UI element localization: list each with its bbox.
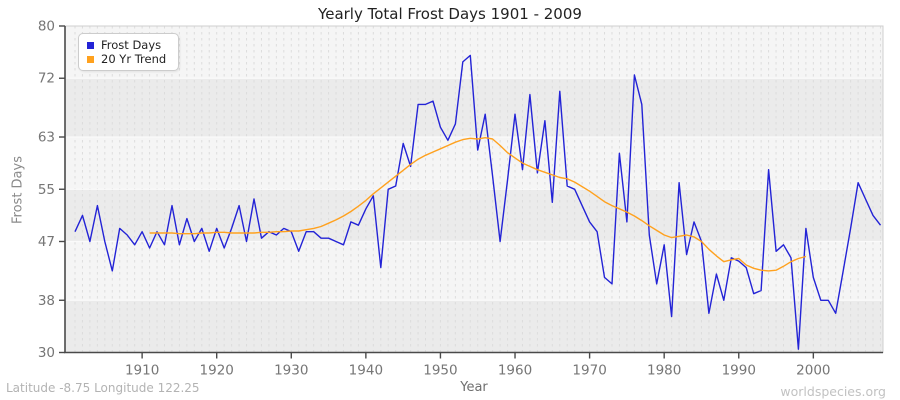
svg-text:1940: 1940 <box>349 363 383 379</box>
svg-text:1960: 1960 <box>498 363 532 379</box>
svg-text:63: 63 <box>38 130 55 146</box>
watermark: worldspecies.org <box>780 384 886 399</box>
svg-text:38: 38 <box>38 293 55 309</box>
svg-text:72: 72 <box>38 71 55 87</box>
legend-item-20yr-trend: 20 Yr Trend <box>87 52 166 66</box>
coordinates-caption: Latitude -8.75 Longitude 122.25 <box>6 381 200 395</box>
frost-days-swatch-icon <box>87 41 94 49</box>
legend-label: 20 Yr Trend <box>101 52 167 66</box>
svg-text:1990: 1990 <box>722 363 756 379</box>
svg-text:1910: 1910 <box>125 363 159 379</box>
legend: Frost Days 20 Yr Trend <box>78 33 180 71</box>
svg-text:30: 30 <box>38 345 55 361</box>
svg-text:2000: 2000 <box>796 363 830 379</box>
svg-text:1950: 1950 <box>423 363 457 379</box>
x-axis-title: Year <box>460 380 488 395</box>
trend-swatch-icon <box>87 55 94 63</box>
svg-text:1980: 1980 <box>647 363 681 379</box>
legend-label: Frost Days <box>101 38 162 52</box>
svg-text:1970: 1970 <box>572 363 606 379</box>
svg-text:80: 80 <box>38 19 55 35</box>
chart-title: Yearly Total Frost Days 1901 - 2009 <box>318 5 582 23</box>
svg-text:1930: 1930 <box>274 363 308 379</box>
legend-item-frost-days: Frost Days <box>87 38 166 52</box>
y-axis-title: Frost Days <box>10 156 26 224</box>
svg-text:1920: 1920 <box>200 363 234 379</box>
svg-text:55: 55 <box>38 182 55 198</box>
svg-text:47: 47 <box>38 234 55 250</box>
